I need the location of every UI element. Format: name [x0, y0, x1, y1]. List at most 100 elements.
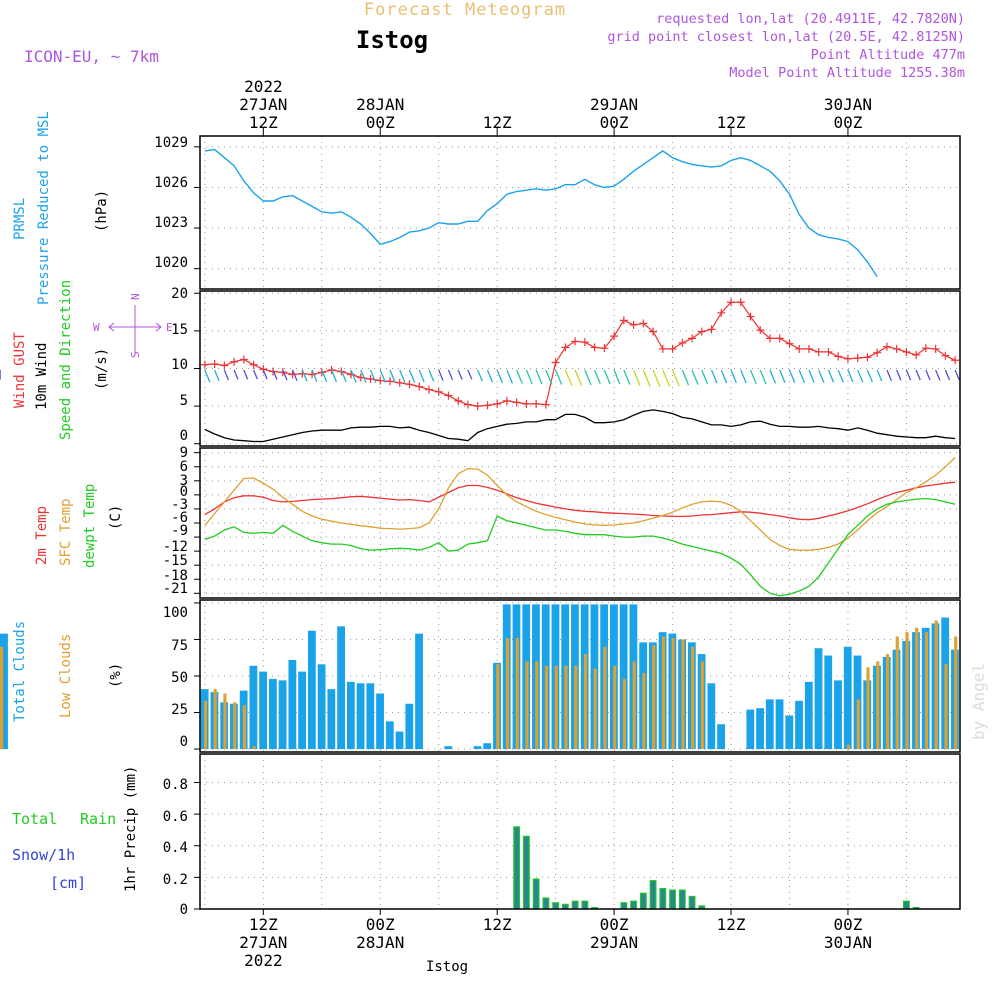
low-clouds-bar: [505, 638, 510, 750]
wind-gust-marker: [688, 334, 697, 343]
bottom-time-label: 30JAN: [824, 933, 872, 952]
total-clouds-bar: [317, 664, 326, 750]
wind-gust-marker: [668, 344, 677, 353]
wind-gust-marker: [941, 351, 950, 360]
low-clouds-bar: [652, 645, 656, 750]
precip-bar: [513, 826, 521, 910]
low-clouds-bar: [642, 673, 646, 750]
total-clouds-bar: [0, 635, 8, 750]
tick-label: 50: [171, 670, 188, 686]
wind-direction-arrow: [438, 369, 444, 381]
compass-west: W: [93, 321, 100, 334]
wind-direction-arrow: [243, 369, 249, 380]
wind-direction-arrow: [759, 369, 767, 385]
wind-direction-arrow: [691, 369, 699, 385]
point-altitude: Point Altitude 477m: [811, 47, 965, 63]
total-clouds-bar: [307, 630, 316, 750]
wind-direction-arrow: [330, 369, 338, 383]
bottom-time-label: 27JAN: [239, 933, 287, 952]
wind-direction-arrow: [516, 369, 523, 384]
low-clouds-bar: [846, 744, 851, 750]
wind-gust-marker: [288, 370, 297, 379]
wind-gust-marker: [610, 332, 619, 341]
wind-gust-marker: [473, 402, 482, 411]
total-clouds-bar: [366, 683, 375, 750]
top-time-label: 00Z: [600, 113, 629, 132]
bottom-time-label: 12Z: [249, 915, 278, 934]
wind-gust-marker: [814, 347, 823, 356]
wind-direction-arrow: [798, 369, 806, 383]
low-clouds-bar: [954, 636, 958, 750]
bottom-time-label: 12Z: [483, 915, 512, 934]
total-clouds-bar: [376, 693, 384, 750]
low-clouds-bar: [203, 700, 208, 750]
tick-label: 5: [180, 393, 188, 409]
sfc-temp-label: SFC Temp: [58, 499, 74, 566]
top-time-label: 12Z: [483, 113, 512, 132]
low-clouds-bar: [876, 661, 880, 750]
low-clouds-bar: [233, 702, 237, 750]
precip-bar: [571, 900, 579, 910]
precip-bar: [581, 900, 589, 910]
low-clouds-bar: [583, 654, 588, 750]
wind-gust-marker: [259, 365, 268, 374]
wind-gust-marker: [639, 319, 648, 328]
wind-direction-arrow: [896, 369, 902, 381]
tick-label: -21: [163, 581, 188, 597]
wind-speed-dir-label: Speed and Direction: [58, 280, 74, 440]
wind-direction-arrow: [418, 369, 425, 383]
precip-bar: [620, 902, 628, 910]
wind-direction-arrow: [340, 369, 347, 383]
wind-direction-arrow: [623, 369, 631, 385]
wind-gust-marker: [483, 401, 492, 410]
tick-label: 0.6: [163, 809, 188, 825]
precip-bar: [552, 902, 560, 910]
low-clouds-bar: [632, 661, 636, 750]
wind-gust-marker: [746, 312, 755, 321]
wind-gust-marker: [590, 343, 599, 352]
precip-mm-label: 1hr Precip (mm): [123, 766, 139, 892]
tick-label: 9: [180, 445, 188, 461]
bottom-time-label: 00Z: [833, 915, 862, 934]
total-clouds-bar: [356, 683, 365, 750]
compass-east: E: [166, 321, 173, 334]
total-clouds-bar: [259, 671, 268, 750]
low-clouds-bar: [934, 620, 938, 750]
bottom-time-label: 00Z: [366, 915, 395, 934]
wind-ticks: 20 15 10 5 0: [171, 286, 188, 444]
wind-gust-marker: [386, 377, 394, 386]
wind-gust-marker: [766, 334, 774, 343]
low-clouds-bar: [496, 664, 500, 750]
wind-direction-arrow: [321, 369, 328, 383]
wind-direction-arrow: [857, 369, 864, 383]
tick-label: 15: [171, 322, 188, 338]
wind-direction-arrow: [642, 369, 651, 387]
wind-direction-arrow: [915, 369, 921, 381]
wind-direction-arrow: [925, 369, 931, 381]
precip-bar: [688, 895, 696, 910]
wind-direction-arrow: [944, 369, 951, 381]
wind-direction-arrow: [223, 369, 230, 381]
wind-gust-marker: [853, 353, 862, 362]
precip-labels: Total Rain Snow/1h [cm] 1hr Precip (mm): [12, 766, 139, 892]
total-clouds-bar: [804, 681, 813, 750]
wind-gust-marker: [834, 352, 843, 361]
top-time-label: 12Z: [717, 113, 746, 132]
wind-gust-marker: [775, 334, 784, 343]
wind-gust-marker: [678, 338, 687, 347]
total-clouds-bar: [746, 709, 755, 750]
sfc-temp-line: [204, 456, 956, 551]
wind-direction-arrow: [350, 369, 357, 383]
precip-bar: [678, 889, 686, 910]
tick-label: 0: [180, 734, 188, 750]
wind-direction-arrow: [574, 369, 583, 387]
wind-gust-marker: [736, 298, 745, 307]
wind-gust-marker: [366, 375, 375, 384]
total-clouds-bar: [298, 671, 307, 750]
total-clouds-bar: [473, 746, 482, 750]
low-clouds-bar: [603, 646, 607, 750]
bottom-time-label: 12Z: [717, 915, 746, 934]
tick-label: 75: [171, 638, 188, 654]
wind-direction-arrow: [779, 369, 786, 384]
hpa-unit-label: (hPa): [94, 190, 110, 232]
